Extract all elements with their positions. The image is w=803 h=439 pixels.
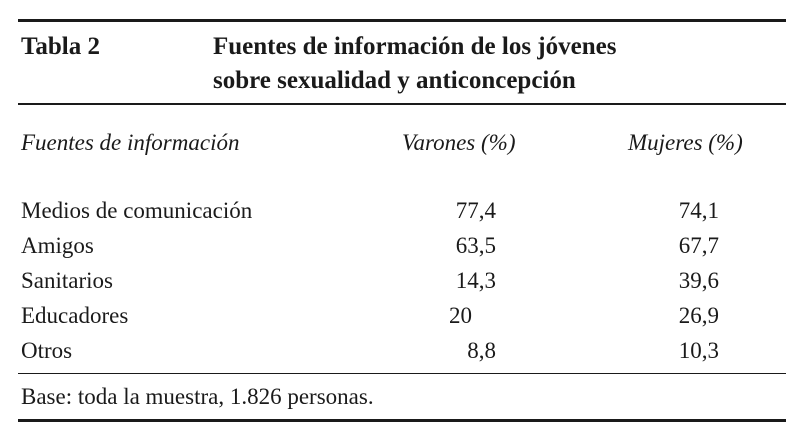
bottom-rule: [18, 419, 786, 422]
row-women-value: 67,7: [678, 233, 719, 258]
table-title-line-1: Fuentes de información de los jóvenes: [213, 33, 617, 60]
row-women-value: 10,3: [678, 338, 719, 363]
table-row: Educadores 20 26,9: [0, 301, 803, 336]
row-source: Sanitarios: [21, 268, 113, 293]
table-title: Fuentes de información de los jóvenes so…: [213, 30, 773, 98]
table-label: Tabla 2: [21, 33, 100, 60]
header-rule: [18, 103, 786, 105]
row-women-value: 26,9: [678, 303, 719, 328]
row-source: Educadores: [21, 303, 129, 328]
footnote-rule: [18, 373, 786, 374]
row-women-value: 39,6: [678, 268, 719, 293]
table-row: Amigos 63,5 67,7: [0, 231, 803, 266]
table-row: Sanitarios 14,3 39,6: [0, 266, 803, 301]
row-source: Amigos: [21, 233, 94, 258]
row-men-value: 8,8: [467, 338, 496, 363]
row-women-value: 74,1: [678, 198, 719, 223]
table-title-line-2: sobre sexualidad y anticoncepción: [213, 67, 576, 94]
column-header-women: Mujeres (%): [628, 130, 743, 155]
column-header-men: Varones (%): [402, 130, 516, 155]
row-men-value: 14,3: [455, 268, 496, 293]
top-rule: [18, 19, 786, 22]
table-footnote: Base: toda la muestra, 1.826 personas.: [21, 384, 374, 409]
table-row: Medios de comunicación 77,4 74,1: [0, 196, 803, 231]
row-source: Otros: [21, 338, 73, 363]
row-source: Medios de comunicación: [21, 198, 253, 223]
row-men-value: 20: [449, 303, 472, 328]
table-row: Otros 8,8 10,3: [0, 336, 803, 371]
row-men-value: 63,5: [455, 233, 496, 258]
column-header-source: Fuentes de información: [21, 130, 240, 155]
row-men-value: 77,4: [455, 198, 496, 223]
